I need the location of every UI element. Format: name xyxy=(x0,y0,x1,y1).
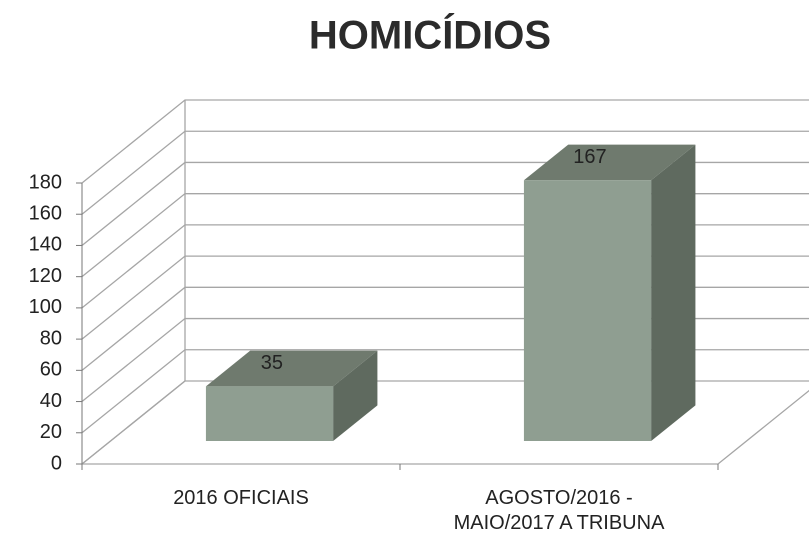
x-tick-label: AGOSTO/2016 - MAIO/2017 A TRIBUNA xyxy=(453,487,665,534)
grid-line xyxy=(81,349,809,434)
grid-line xyxy=(81,99,809,184)
bar-front xyxy=(205,386,334,442)
y-tick-label: 100 xyxy=(29,296,62,318)
bar xyxy=(523,144,696,442)
y-tick-label: 180 xyxy=(29,171,62,193)
value-label: 35 xyxy=(261,352,283,374)
y-tick-label: 120 xyxy=(29,265,62,287)
floor-edge xyxy=(81,380,809,465)
bar-top xyxy=(205,350,378,387)
bar-side xyxy=(333,350,378,442)
y-tick-label: 40 xyxy=(40,390,62,412)
grid-line xyxy=(81,193,809,278)
bar-front xyxy=(523,180,652,442)
chart-title: HOMICÍDIOS xyxy=(309,13,551,58)
grid-line xyxy=(81,286,809,371)
grid-line xyxy=(81,380,809,465)
x-tick-label: 2016 OFICIAIS xyxy=(173,487,309,509)
grid-line xyxy=(81,224,809,309)
y-tick-label: 20 xyxy=(40,421,62,443)
bar xyxy=(205,350,378,442)
grid-line xyxy=(81,130,809,215)
y-tick-label: 60 xyxy=(40,359,62,381)
bar-side xyxy=(651,144,696,442)
y-tick-label: 160 xyxy=(29,203,62,225)
y-tick-label: 0 xyxy=(51,452,62,474)
value-label: 167 xyxy=(573,146,606,168)
y-tick-label: 80 xyxy=(40,327,62,349)
bar-top xyxy=(523,144,696,181)
grid-line xyxy=(81,255,809,340)
grid-line xyxy=(81,317,809,403)
y-tick-label: 140 xyxy=(29,234,62,256)
grid-line xyxy=(81,161,809,246)
